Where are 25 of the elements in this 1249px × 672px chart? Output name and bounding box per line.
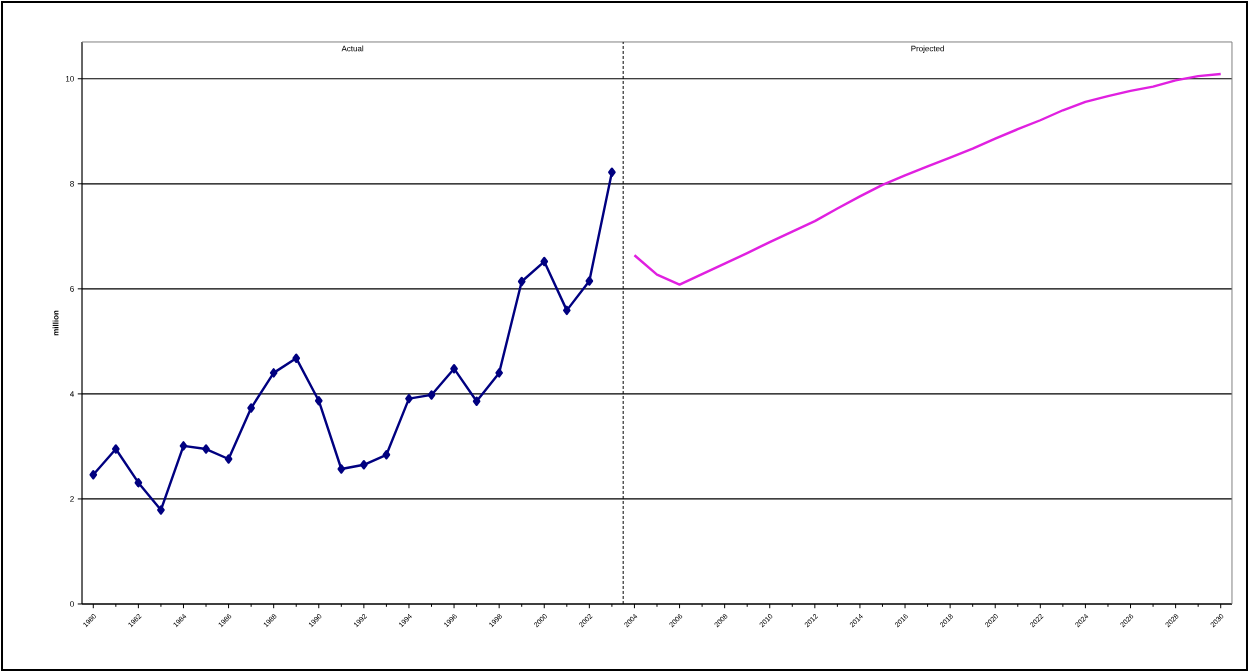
point: [314, 396, 323, 406]
point: [247, 403, 255, 413]
point: [472, 396, 481, 406]
point: [157, 505, 165, 515]
point: [89, 470, 98, 480]
point: [202, 444, 210, 454]
point: [585, 276, 594, 286]
point: [112, 444, 120, 454]
point: [517, 276, 526, 287]
point: [427, 390, 436, 400]
point: [179, 441, 188, 451]
point: [134, 477, 143, 488]
point: [562, 305, 571, 316]
point: [405, 393, 413, 404]
point: [495, 368, 503, 378]
point: [450, 363, 458, 374]
point: [608, 167, 616, 177]
line-series: [633, 72, 1222, 286]
point: [382, 450, 391, 460]
point: [540, 256, 549, 267]
point: [337, 464, 346, 474]
point: [269, 368, 278, 378]
point: [224, 454, 233, 464]
point: [292, 353, 301, 363]
point: [360, 460, 368, 470]
